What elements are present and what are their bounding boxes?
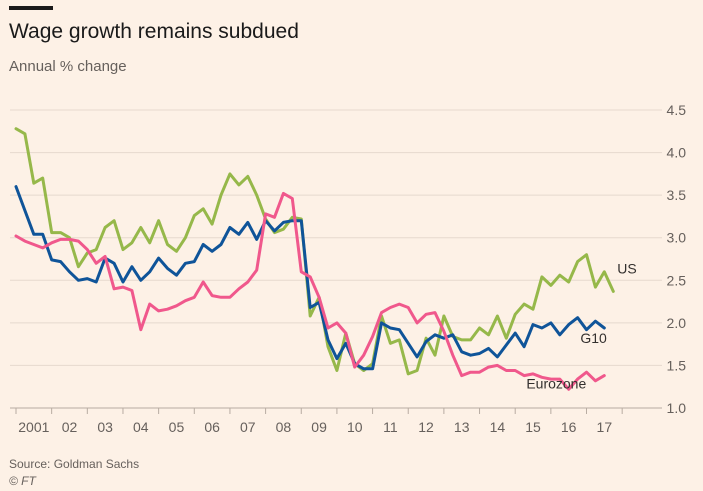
- chart-title: Wage growth remains subdued: [9, 20, 299, 43]
- x-tick-label: 17: [597, 419, 613, 435]
- x-tick-label: 06: [204, 419, 220, 435]
- y-tick-label: 1.5: [667, 357, 687, 373]
- x-tick-label: 08: [276, 419, 292, 435]
- x-tick-label: 16: [561, 419, 577, 435]
- series-label-eurozone: Eurozone: [526, 376, 586, 392]
- chart-subtitle: Annual % change: [9, 58, 127, 75]
- y-tick-label: 1.0: [667, 400, 687, 416]
- y-tick-label: 3.5: [667, 187, 687, 203]
- x-tick-label: 2001: [18, 419, 49, 435]
- series-lines: [14, 127, 615, 391]
- series-line-us: [14, 127, 615, 376]
- series-labels: US G10 Eurozone: [526, 260, 636, 391]
- x-tick-label: 07: [240, 419, 256, 435]
- series-label-us: US: [617, 260, 636, 276]
- series-line-g10: [14, 185, 606, 371]
- x-tick-label: 14: [490, 419, 506, 435]
- x-tick-label: 09: [311, 419, 327, 435]
- x-tick-label: 03: [97, 419, 113, 435]
- x-axis: 2001 02 03 04 05 06 07 08 09 10 11 12 13 14 15 16 17: [10, 407, 662, 435]
- x-tick-label: 15: [525, 419, 541, 435]
- gridlines: [10, 109, 662, 366]
- ft-accent-bar: [9, 6, 53, 10]
- y-tick-label: 4.5: [667, 102, 687, 118]
- series-label-g10: G10: [580, 330, 607, 346]
- y-tick-label: 4.0: [667, 145, 687, 161]
- x-tick-label: 12: [418, 419, 434, 435]
- x-tick-label: 04: [133, 419, 149, 435]
- y-axis-labels: 1.0 1.5 2.0 2.5 3.0 3.5 4.0 4.5: [667, 102, 687, 416]
- x-tick-label: 13: [454, 419, 470, 435]
- x-tick-label: 02: [62, 419, 78, 435]
- y-tick-label: 2.0: [667, 315, 687, 331]
- x-tick-label: 10: [347, 419, 363, 435]
- x-tick-label: 05: [169, 419, 185, 435]
- source-note: Source: Goldman Sachs: [9, 457, 140, 471]
- copyright-note: © FT: [9, 474, 36, 488]
- y-tick-label: 3.0: [667, 230, 687, 246]
- series-line-eurozone: [14, 191, 606, 391]
- y-tick-label: 2.5: [667, 272, 687, 288]
- x-tick-label: 11: [383, 419, 398, 435]
